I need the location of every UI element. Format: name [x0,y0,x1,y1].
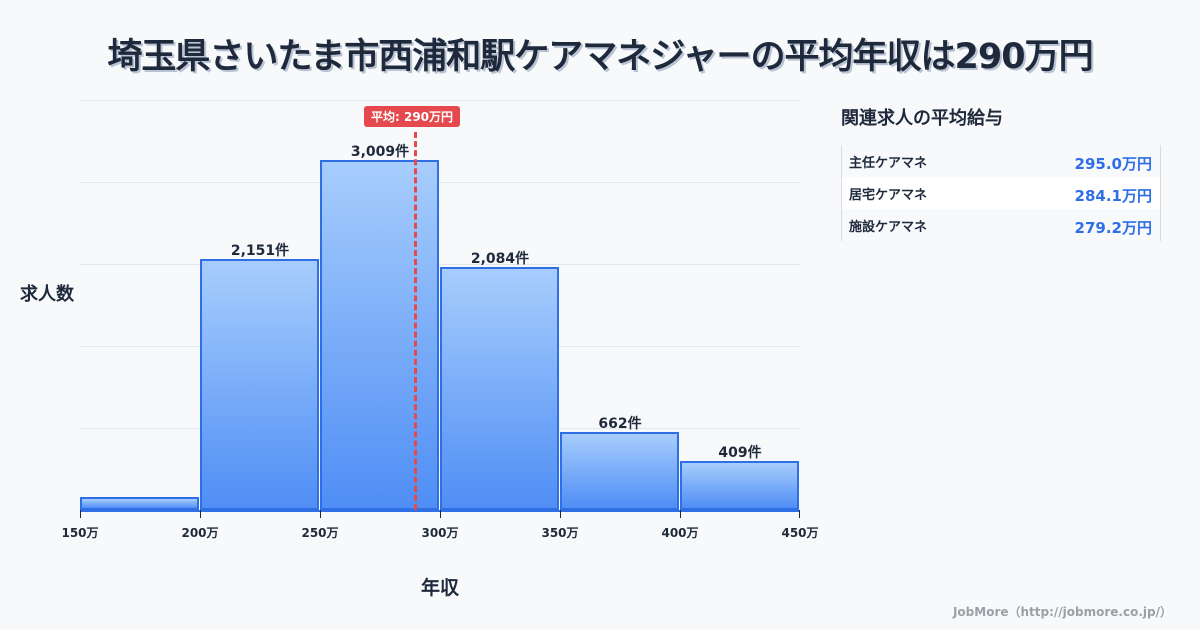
histogram-plot: 2,151件 3,009件 2,084件 662件 409件 平均: 290万円 [80,100,800,518]
related-salary-title: 関連求人の平均給与 [841,108,1003,129]
x-tick-label: 250万 [301,526,339,540]
job-salary: 279.2万円 [1074,218,1152,237]
job-name: 施設ケアマネ [849,219,928,235]
x-tick [799,510,800,518]
gridline [80,100,800,101]
x-axis-label: 年収 [420,577,459,599]
x-tick [680,510,681,518]
x-tick-label: 450万 [781,526,819,540]
x-tick [80,510,81,518]
bar-150-200 [80,497,199,510]
job-name: 主任ケアマネ [849,155,928,171]
job-salary: 284.1万円 [1074,186,1152,205]
x-tick [320,510,321,518]
x-tick [440,510,441,518]
average-line [414,132,417,510]
gridline [80,264,800,265]
average-badge: 平均: 290万円 [364,106,461,127]
chart-title: 埼玉県さいたま市西浦和駅ケアマネジャーの平均年収は290万円 [107,37,1093,77]
x-tick-label: 150万 [61,526,99,540]
related-salary-row: 施設ケアマネ 279.2万円 [842,209,1160,241]
bar-300-350 [440,267,559,510]
x-tick [200,510,201,518]
bar-200-250 [200,259,319,510]
bar-value-label: 409件 [718,445,762,461]
bar-250-300 [320,160,439,510]
x-tick-label: 400万 [661,526,699,540]
x-tick-label: 350万 [541,526,579,540]
y-axis-label: 求人数 [20,284,74,305]
bar-value-label: 2,151件 [230,243,290,259]
x-tick-label: 200万 [181,526,219,540]
related-salary-table: 主任ケアマネ 295.0万円 居宅ケアマネ 284.1万円 施設ケアマネ 279… [841,145,1161,241]
job-name: 居宅ケアマネ [849,187,928,203]
bar-value-label: 2,084件 [470,251,530,267]
related-salary-row: 主任ケアマネ 295.0万円 [842,145,1160,177]
bar-value-label: 3,009件 [350,144,410,160]
x-tick-label: 300万 [421,526,459,540]
job-salary: 295.0万円 [1074,154,1152,173]
related-salary-row: 居宅ケアマネ 284.1万円 [842,177,1160,209]
bar-value-label: 662件 [598,416,642,432]
gridline [80,182,800,183]
source-credit: JobMore（http://jobmore.co.jp/） [952,605,1172,619]
x-tick [560,510,561,518]
bar-400-450 [680,461,799,510]
bar-350-400 [560,432,679,510]
